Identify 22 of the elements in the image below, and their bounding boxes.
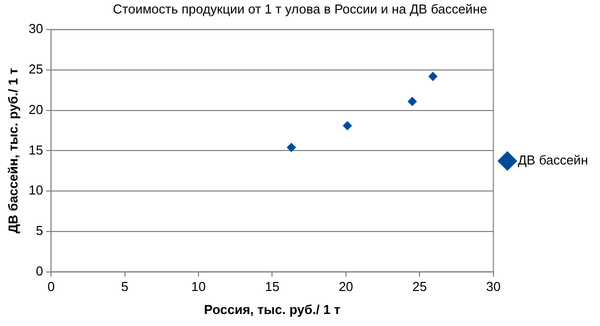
y-tick-label: 10 bbox=[28, 182, 44, 198]
y-tick-label: 30 bbox=[28, 21, 44, 36]
x-tick-label: 15 bbox=[264, 279, 280, 294]
y-tick-label: 20 bbox=[28, 102, 44, 117]
x-tick-label: 0 bbox=[47, 279, 55, 294]
y-axis-title: ДВ бассейн, тыс. руб./ 1 т bbox=[5, 68, 20, 234]
x-tick-label: 20 bbox=[338, 279, 354, 294]
chart-title: Стоимость продукции от 1 т улова в России и на ДВ бассейне bbox=[112, 1, 488, 16]
point bbox=[428, 72, 438, 81]
x-tick-label: 10 bbox=[191, 279, 206, 294]
legend-label: ДВ бассейн bbox=[518, 152, 588, 168]
y-tick-label: 15 bbox=[28, 142, 44, 158]
x-axis-title: Россия, тыс. руб./ 1 т bbox=[204, 302, 340, 317]
x-tick-label: 30 bbox=[486, 279, 501, 294]
x-tick-label: 5 bbox=[121, 279, 128, 294]
y-tick-label: 25 bbox=[28, 62, 44, 77]
point bbox=[286, 142, 296, 152]
y-tick-label: 5 bbox=[36, 223, 44, 238]
y-tick-label: 0 bbox=[36, 263, 44, 278]
x-tick-label: 25 bbox=[412, 279, 427, 294]
point bbox=[408, 96, 417, 106]
point bbox=[342, 121, 352, 130]
